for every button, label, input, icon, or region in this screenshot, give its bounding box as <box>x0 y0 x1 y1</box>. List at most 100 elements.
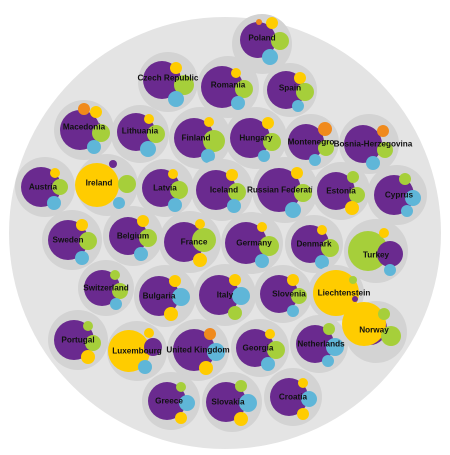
purple-bubble <box>377 241 403 267</box>
country-label: Finland <box>181 134 210 143</box>
blue-bubble <box>239 394 257 412</box>
country-group-cyprus[interactable]: Cyprus <box>367 165 427 225</box>
blue-bubble <box>262 49 278 65</box>
green-bubble <box>139 229 157 247</box>
country-label: Germany <box>236 239 272 248</box>
country-group-liechtenstein[interactable]: Liechtenstein <box>308 265 370 321</box>
country-group-spain[interactable]: Spain <box>263 63 317 117</box>
country-label: Netherlands <box>297 340 345 349</box>
purple-bubble <box>174 118 214 158</box>
country-group-norway[interactable]: Norway <box>342 301 407 363</box>
blue-bubble <box>113 197 125 209</box>
country-group-italy[interactable]: Italy <box>194 264 256 326</box>
country-group-turkey[interactable]: Turkey <box>344 219 408 283</box>
yellow-bubble <box>265 329 275 339</box>
country-label: Macedonia <box>63 123 106 132</box>
country-label: Greece <box>155 397 183 406</box>
country-group-finland[interactable]: Finland <box>169 107 231 169</box>
yellow-bubble <box>226 169 238 181</box>
green-bubble <box>235 380 247 392</box>
country-group-bosnia-herzegovina[interactable]: Bosnia-Herzegovina <box>334 114 413 174</box>
country-label: Iceland <box>210 186 238 195</box>
purple-bubble <box>84 270 120 306</box>
country-group-denmark[interactable]: Denmark <box>285 215 343 273</box>
country-label: Portugal <box>61 336 94 345</box>
blue-bubble <box>179 395 195 411</box>
blue-bubble <box>47 196 61 210</box>
country-group-greece[interactable]: Greece <box>142 372 200 430</box>
yellow-bubble <box>170 62 182 74</box>
yellow-bubble <box>90 106 102 118</box>
green-bubble <box>176 382 186 392</box>
green-bubble <box>83 321 93 331</box>
green-bubble <box>323 323 335 335</box>
yellow-bubble <box>287 274 299 286</box>
green-bubble <box>349 276 357 284</box>
yellow-bubble <box>169 275 181 287</box>
country-group-france[interactable]: France <box>159 211 221 273</box>
orange-bubble <box>318 122 332 136</box>
country-group-luxembourg[interactable]: Luxembourg <box>107 321 167 381</box>
country-group-bulgaria[interactable]: Bulgaria <box>134 265 196 327</box>
yellow-bubble <box>234 412 248 426</box>
blue-bubble <box>138 360 152 374</box>
country-group-belgium[interactable]: Belgium <box>103 206 163 266</box>
country-group-estonia[interactable]: Estonia <box>312 162 370 220</box>
purple-bubble <box>296 325 334 363</box>
country-group-hungary[interactable]: Hungary <box>225 107 287 169</box>
country-group-sweden[interactable]: Sweden <box>42 210 102 270</box>
blue-bubble <box>285 202 301 218</box>
blue-bubble <box>322 355 334 367</box>
green-bubble <box>203 130 225 152</box>
country-group-czech-republic[interactable]: Czech Republic <box>138 52 199 112</box>
country-group-netherlands[interactable]: Netherlands <box>290 315 348 373</box>
blue-bubble <box>309 154 321 166</box>
green-bubble <box>118 175 136 193</box>
country-group-georgia[interactable]: Georgia <box>231 319 289 377</box>
purple-bubble <box>142 169 180 207</box>
country-label: Norway <box>359 326 389 335</box>
country-group-slovakia[interactable]: Slovakia <box>202 372 262 432</box>
green-bubble <box>349 187 365 203</box>
country-group-ireland[interactable]: Ireland <box>75 154 138 216</box>
yellow-bubble <box>76 219 88 231</box>
country-group-croatia[interactable]: Croatia <box>264 368 322 426</box>
country-group-lithuania[interactable]: Lithuania <box>111 105 169 163</box>
yellow-bubble <box>379 228 389 238</box>
country-group-germany[interactable]: Germany <box>221 212 283 274</box>
purple-bubble <box>236 329 274 367</box>
country-label: Romania <box>211 81 246 90</box>
blue-bubble <box>315 255 329 269</box>
country-label: Slovakia <box>211 398 245 407</box>
green-bubble <box>294 184 312 202</box>
country-label: Liechtenstein <box>318 289 371 298</box>
blue-bubble <box>172 288 190 306</box>
purple-bubble <box>109 160 117 168</box>
country-group-latvia[interactable]: Latvia <box>136 159 194 217</box>
purple-bubble <box>288 124 324 160</box>
country-group-united-kingdom[interactable]: United Kingdom <box>166 319 230 381</box>
green-bubble <box>267 341 285 359</box>
country-group-iceland[interactable]: Iceland <box>191 159 253 221</box>
country-group-romania[interactable]: Romania <box>197 56 259 118</box>
blue-bubble <box>287 305 299 317</box>
country-group-montenegro[interactable]: Montenegro <box>283 114 339 170</box>
blue-bubble <box>326 338 344 356</box>
blue-bubble <box>87 140 101 154</box>
country-group-russian-federation[interactable]: Russian Federation <box>247 157 323 223</box>
country-group-portugal[interactable]: Portugal <box>48 310 108 370</box>
green-bubble <box>92 124 110 142</box>
country-group-slovenia[interactable]: Slovenia <box>254 265 312 323</box>
blue-bubble <box>168 198 182 212</box>
country-group-switzerland[interactable]: Switzerland <box>78 260 134 316</box>
country-group-macedonia[interactable]: Macedonia <box>54 100 114 160</box>
country-label: Bulgaria <box>143 292 176 301</box>
green-bubble <box>378 308 390 320</box>
green-bubble <box>318 140 334 156</box>
country-group-austria[interactable]: Austria <box>15 157 75 217</box>
purple-bubble <box>225 222 267 264</box>
blue-bubble <box>255 254 269 268</box>
yellow-bubble <box>317 225 327 235</box>
country-group-poland[interactable]: Poland <box>232 14 292 74</box>
green-bubble <box>271 32 289 50</box>
